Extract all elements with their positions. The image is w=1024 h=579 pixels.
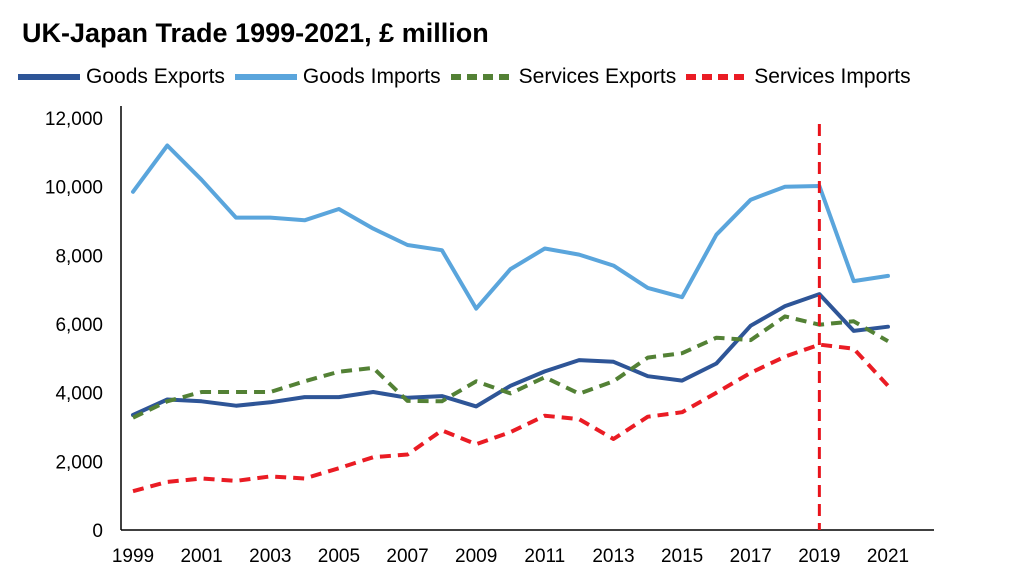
x-tick-label: 1999 — [112, 546, 154, 567]
legend-item-services-exports: Services Exports — [450, 65, 677, 89]
legend-swatch-services-exports — [450, 74, 513, 80]
legend-item-goods-imports: Goods Imports — [234, 65, 441, 89]
x-tick-label: 2013 — [592, 546, 634, 567]
legend-item-services-imports: Services Imports — [686, 65, 911, 89]
y-tick-label: 4,000 — [55, 384, 103, 405]
series-line-services-exports — [132, 314, 890, 420]
legend-label-goods-imports: Goods Imports — [302, 65, 441, 88]
x-tick-label: 2001 — [180, 546, 222, 567]
y-tick-label: 6,000 — [55, 315, 103, 336]
legend-label-services-imports: Services Imports — [754, 65, 911, 88]
legend-label-goods-exports: Goods Exports — [86, 65, 225, 88]
chart-title: UK-Japan Trade 1999-2021, £ million — [22, 18, 489, 48]
x-tick-label: 2005 — [318, 546, 360, 567]
y-tick-label: 0 — [92, 521, 103, 542]
legend-swatch-goods-exports — [18, 74, 80, 80]
legend: Goods Exports Goods Imports Services Exp… — [18, 62, 921, 92]
legend-swatch-goods-imports — [234, 74, 297, 80]
legend-label-services-exports: Services Exports — [518, 65, 677, 88]
x-tick-label: 2017 — [730, 546, 772, 567]
y-tick-label: 12,000 — [45, 109, 103, 130]
series-line-services-imports — [132, 342, 890, 494]
series-line-goods-imports — [131, 143, 890, 311]
legend-item-goods-exports: Goods Exports — [18, 65, 225, 89]
x-tick-label: 2009 — [455, 546, 497, 567]
x-tick-label: 2003 — [249, 546, 291, 567]
y-tick-label: 10,000 — [45, 178, 103, 199]
legend-swatch-services-imports — [686, 74, 749, 80]
x-tick-label: 2007 — [386, 546, 428, 567]
x-tick-label: 2021 — [867, 546, 909, 567]
y-tick-label: 8,000 — [55, 246, 103, 267]
y-tick-label: 2,000 — [55, 452, 103, 473]
x-tick-label: 2015 — [661, 546, 703, 567]
x-tick-label: 2011 — [524, 546, 565, 567]
series-line-goods-exports — [131, 292, 890, 417]
x-tick-label: 2019 — [798, 546, 840, 567]
